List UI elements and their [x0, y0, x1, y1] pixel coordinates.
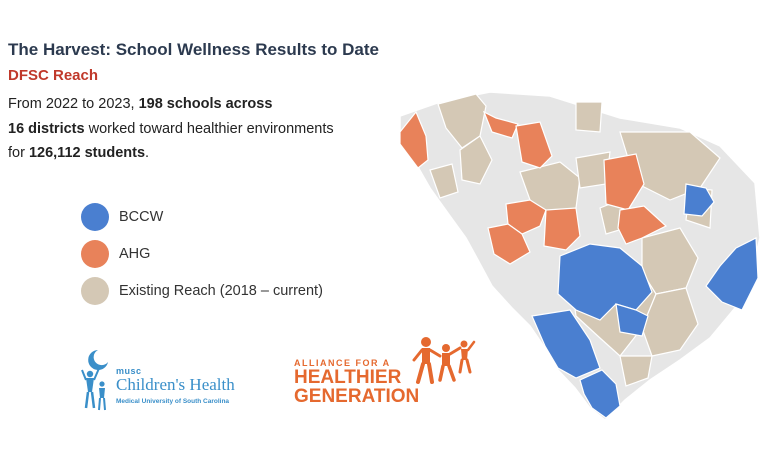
summary-line1-pre: From 2022 to 2023,	[8, 96, 139, 112]
legend-label-bccw: BCCW	[119, 208, 164, 225]
ahg-name: HEALTHIER GENERATION	[294, 368, 419, 406]
region-existing	[575, 101, 603, 133]
region-bccw	[705, 237, 759, 311]
ahg-name-line1: HEALTHIER	[294, 367, 402, 388]
ahg-regions	[399, 110, 668, 265]
region-existing	[459, 135, 493, 185]
region-ahg	[617, 205, 668, 245]
ahg-logo: ALLIANCE FOR A HEALTHIER GENERATION	[294, 334, 494, 414]
page-title: The Harvest: School Wellness Results to …	[8, 40, 379, 59]
region-ahg	[482, 110, 519, 139]
summary-schools: 198 schools across	[138, 96, 273, 112]
south-carolina-district-map	[399, 91, 760, 422]
legend-label-existing: Existing Reach (2018 – current)	[119, 282, 323, 299]
legend-item-ahg: AHG	[81, 235, 323, 272]
region-ahg	[487, 223, 531, 265]
region-existing	[429, 163, 459, 199]
musc-name: Children's Health	[116, 375, 235, 394]
summary-line3-pre: for	[8, 145, 29, 161]
ahg-name-line2: GENERATION	[294, 386, 420, 407]
summary-line3-post: .	[145, 145, 150, 161]
ahg-kids-icon	[412, 337, 476, 384]
map-legend: BCCW AHG Existing Reach (2018 – current)	[81, 198, 323, 309]
legend-label-ahg: AHG	[119, 245, 151, 262]
region-existing	[619, 355, 653, 387]
summary-line2-post: worked toward healthier environments	[84, 120, 334, 137]
summary-text: From 2022 to 2023, 198 schools across 16…	[8, 92, 368, 166]
musc-childrens-health-logo: musc Children's Health Medical Universit…	[80, 348, 260, 412]
summary-districts: 16 districts	[8, 120, 85, 137]
region-bccw	[683, 183, 715, 217]
region-ahg	[543, 207, 581, 251]
bccw-regions	[531, 183, 759, 419]
legend-swatch-bccw	[81, 202, 109, 231]
region-bccw	[579, 369, 621, 419]
legend-item-existing: Existing Reach (2018 – current)	[81, 272, 323, 309]
region-ahg	[515, 121, 553, 169]
musc-figures-icon	[81, 350, 108, 411]
region-bccw	[531, 309, 601, 379]
region-ahg	[399, 110, 429, 169]
page-subtitle: DFSC Reach	[8, 67, 99, 84]
musc-wordmark: musc	[116, 366, 142, 376]
region-ahg	[603, 153, 645, 211]
ahg-tagline: ALLIANCE FOR A	[294, 358, 391, 368]
musc-tagline: Medical University of South Carolina	[116, 398, 230, 405]
legend-swatch-ahg	[81, 239, 109, 268]
region-bccw	[615, 303, 649, 337]
legend-swatch-existing	[81, 276, 109, 305]
legend-item-bccw: BCCW	[81, 198, 323, 235]
summary-students: 126,112 students	[28, 145, 146, 161]
